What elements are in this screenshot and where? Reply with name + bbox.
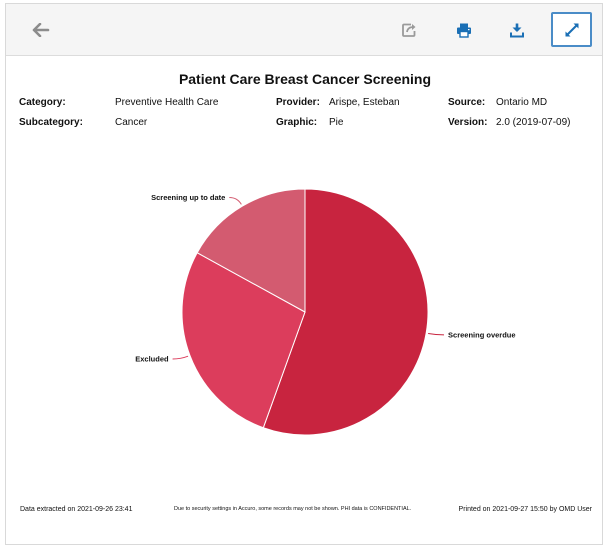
subcategory-value: Cancer	[115, 117, 148, 128]
printed-on-text: Printed on 2021-09-27 15:50 by OMD User	[458, 506, 592, 513]
leader-line-screening-up-to-date	[229, 197, 242, 205]
print-button[interactable]	[445, 13, 483, 47]
data-extracted-text: Data extracted on 2021-09-26 23:41	[20, 506, 133, 513]
provider-label: Provider:	[276, 97, 320, 108]
pie-slice-excluded[interactable]	[181, 252, 306, 429]
category-label: Category:	[19, 97, 66, 108]
provider-value: Arispe, Esteban	[329, 97, 400, 108]
leader-line-screening-overdue	[428, 332, 445, 336]
report-window: Patient Care Breast Cancer Screening Cat…	[5, 3, 603, 545]
export-button[interactable]	[498, 13, 536, 47]
expand-icon	[565, 23, 578, 36]
pie-chart: Screening overdue Excluded Screening up to…	[135, 188, 516, 436]
fullscreen-button[interactable]	[551, 12, 592, 47]
source-value: Ontario MD	[496, 97, 548, 108]
report-title: Patient Care Breast Cancer Screening	[178, 71, 432, 87]
share-button[interactable]	[390, 13, 428, 47]
printer-icon	[457, 23, 471, 38]
slice-label-screening-overdue: Screening overdue	[448, 330, 516, 339]
slice-label-screening-up-to-date: Screening up to date	[151, 193, 225, 202]
source-label: Source:	[448, 97, 486, 108]
graphic-value: Pie	[329, 117, 344, 128]
subcategory-label: Subcategory:	[19, 117, 83, 128]
slice-label-excluded: Excluded	[135, 355, 169, 364]
toolbar	[6, 4, 602, 56]
pie-slice-screening-overdue[interactable]	[262, 188, 429, 436]
arrow-left-icon	[32, 23, 50, 37]
graphic-label: Graphic:	[276, 117, 318, 128]
version-value: 2.0 (2019-07-09)	[496, 117, 571, 128]
download-icon	[510, 23, 524, 38]
share-icon	[402, 23, 416, 37]
security-notice-text: Due to security settings in Accuro, some…	[174, 506, 412, 512]
back-button[interactable]	[22, 13, 60, 47]
leader-line-excluded	[172, 355, 189, 360]
version-label: Version:	[448, 117, 488, 128]
category-value: Preventive Health Care	[115, 97, 219, 108]
pie-slice-screening-up-to-date[interactable]	[196, 188, 306, 313]
